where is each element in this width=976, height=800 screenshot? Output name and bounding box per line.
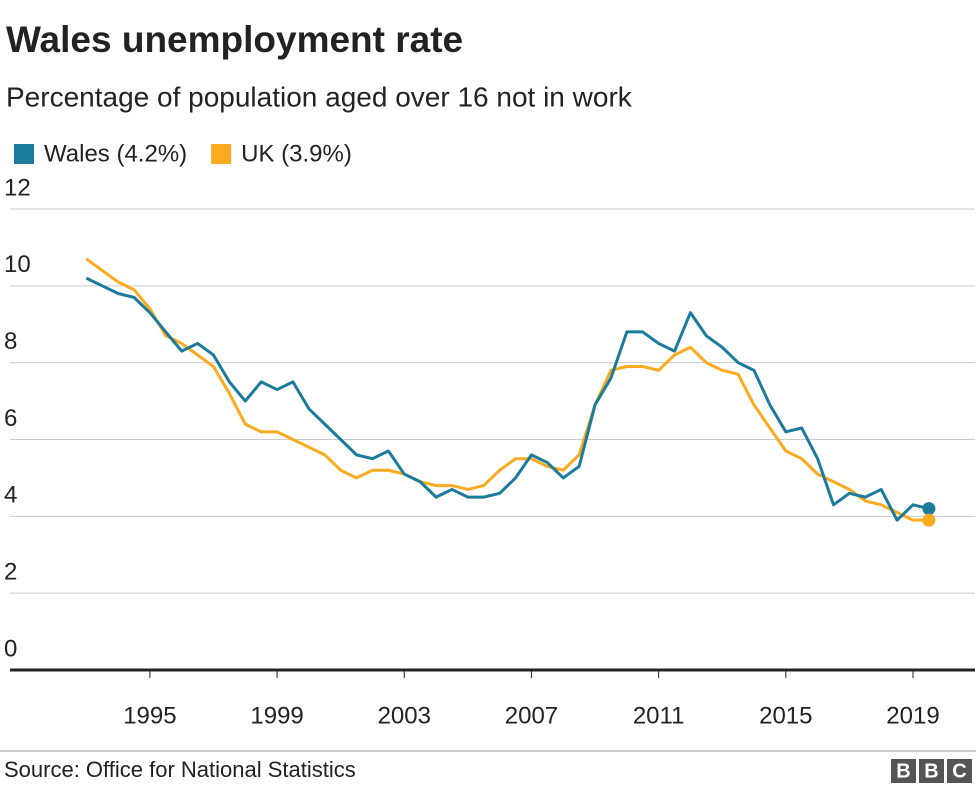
data-line	[85, 276, 930, 522]
chart-subtitle: Percentage of population aged over 16 no…	[6, 81, 633, 112]
y-tick-label: 4	[4, 482, 17, 509]
y-tick-label: 10	[4, 251, 31, 278]
logo-letter: C	[952, 760, 966, 782]
y-tick-label: 2	[4, 559, 17, 586]
chart-title: Wales unemployment rate	[6, 19, 463, 60]
x-tick-label: 1995	[123, 702, 176, 729]
end-dot	[922, 513, 936, 527]
logo-block	[919, 759, 944, 783]
source-note: Source: Office for National Statistics	[4, 757, 356, 782]
y-tick-label: 12	[4, 174, 31, 201]
y-tick-label: 0	[4, 635, 17, 662]
data-line	[85, 257, 929, 522]
legend-swatch	[211, 144, 232, 164]
x-tick-label: 2007	[505, 702, 558, 729]
y-tick-label: 8	[4, 328, 17, 355]
logo-block	[891, 759, 916, 783]
x-tick-label: 2019	[886, 702, 939, 729]
legend-swatch	[14, 144, 34, 164]
logo-letter: B	[924, 760, 938, 782]
end-dot	[922, 502, 936, 516]
logo-block	[947, 759, 972, 783]
x-tick-label: 2015	[759, 702, 812, 729]
x-tick-label: 2011	[633, 702, 685, 729]
x-tick-label: 2003	[378, 702, 431, 729]
y-tick-label: 6	[4, 405, 17, 432]
legend-label: UK (3.9%)	[241, 140, 352, 167]
legend-label: Wales (4.2%)	[44, 140, 187, 167]
x-tick-label: 1999	[250, 702, 303, 729]
logo-letter: B	[896, 760, 910, 782]
